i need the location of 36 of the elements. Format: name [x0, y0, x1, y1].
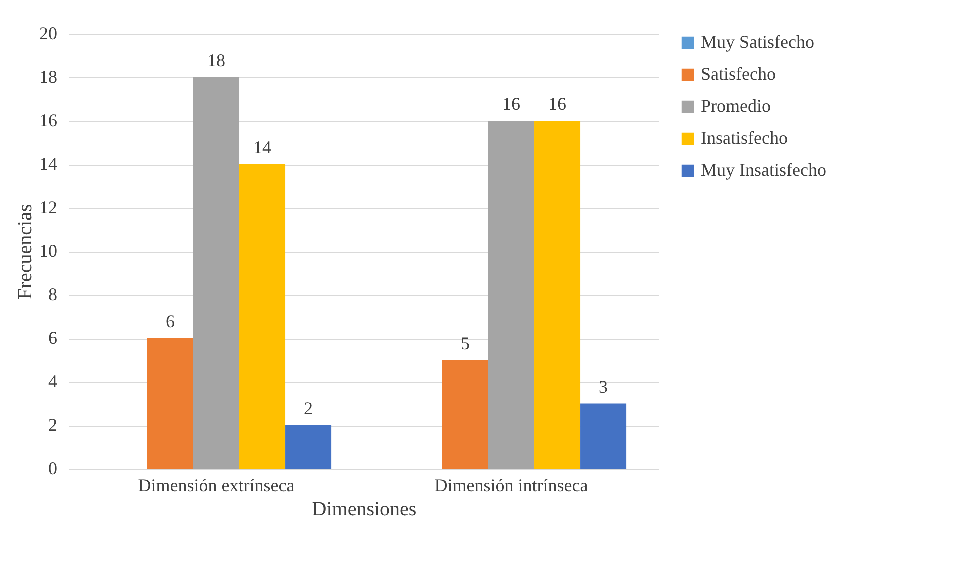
- data-label: 14: [254, 138, 272, 158]
- y-axis-title: Frecuencias: [14, 204, 36, 300]
- x-tick-label: Dimensión intrínseca: [434, 476, 588, 496]
- bar: [286, 426, 332, 469]
- y-tick-label: 14: [40, 154, 58, 174]
- legend-label: Promedio: [701, 96, 771, 116]
- data-label: 6: [166, 312, 175, 332]
- y-tick-label: 12: [40, 198, 58, 218]
- bar: [580, 404, 627, 469]
- y-tick-label: 18: [40, 67, 58, 87]
- y-tick-label: 6: [48, 328, 58, 348]
- legend-label: Muy Insatisfecho: [701, 160, 826, 180]
- bar: [147, 338, 194, 469]
- legend-label: Satisfecho: [701, 64, 776, 84]
- data-label: 18: [208, 50, 226, 70]
- y-tick-label: 16: [40, 110, 58, 130]
- x-tick-label: Dimensión extrínseca: [138, 476, 295, 496]
- data-label: 16: [548, 94, 567, 114]
- y-tick-label: 0: [48, 458, 58, 478]
- y-tick-label: 8: [48, 284, 58, 304]
- bar: [193, 78, 240, 469]
- y-tick-label: 20: [40, 24, 58, 44]
- legend-label: Muy Satisfecho: [701, 32, 814, 52]
- x-axis-title: Dimensiones: [312, 498, 417, 520]
- data-label: 16: [502, 94, 520, 114]
- legend-label: Insatisfecho: [701, 128, 788, 148]
- y-tick-label: 4: [48, 372, 58, 392]
- data-label: 5: [460, 333, 470, 354]
- y-tick-label: 2: [48, 415, 58, 435]
- data-label: 3: [599, 376, 608, 397]
- bar: [488, 121, 535, 469]
- bar: [442, 360, 488, 469]
- y-tick-label: 10: [40, 241, 58, 261]
- data-label: 2: [304, 398, 314, 418]
- bar: [240, 164, 286, 469]
- bar: [534, 121, 581, 469]
